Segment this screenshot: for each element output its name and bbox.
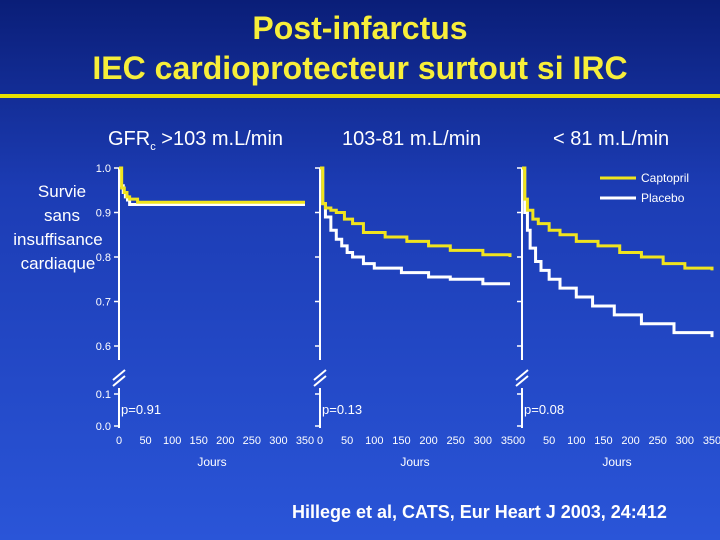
panel2-xtick-label-0: 0: [519, 435, 525, 447]
panel0-ytick-label-6: 0.0: [96, 421, 111, 433]
panel2-break-mark-1: [515, 375, 529, 387]
panel1-break-mark-1: [313, 375, 327, 387]
panel0-ytick-label-4: 0.6: [96, 341, 111, 353]
panel0-break-mark-1: [112, 375, 126, 387]
panel2-xtick-label-2: 100: [567, 435, 585, 447]
panel1-xtick-label-6: 300: [474, 435, 492, 447]
panel1-p-value: p=0.13: [322, 402, 362, 417]
panel1-xtick-label-4: 200: [419, 435, 437, 447]
panel2-xtick-label-6: 300: [676, 435, 694, 447]
ylabel-line-3: cardiaque: [21, 254, 96, 273]
panel0-xtick-label-7: 350: [296, 435, 314, 447]
panel1-header: GFRc >103 m.L/min: [108, 128, 283, 153]
panel0-xtick-label-0: 0: [116, 435, 122, 447]
panel0-curve-placebo: [119, 166, 305, 206]
panel1-curve-placebo: [320, 166, 510, 286]
panel0-ytick-label-2: 0.8: [96, 252, 111, 264]
panel1-header-prefix: GFR: [108, 128, 151, 150]
panel0-xtick-label-1: 50: [139, 435, 151, 447]
panel1-xtick-label-5: 250: [447, 435, 465, 447]
panel2-xtick-label-1: 50: [543, 435, 555, 447]
panel0-ytick-label-0: 1.0: [96, 163, 111, 175]
panel0-ytick-label-5: 0.1: [96, 389, 111, 401]
panel0-p-value: p=0.91: [121, 402, 161, 417]
panel1-header-sub: c: [150, 141, 156, 153]
panel1-xtick-label-3: 150: [392, 435, 410, 447]
panel0-ytick-label-1: 0.9: [96, 208, 111, 220]
legend-label-captopril: Captopril: [641, 171, 689, 185]
panel1-xlabel: Jours: [400, 455, 429, 469]
panel1-xtick-label-2: 100: [365, 435, 383, 447]
title-rule: [0, 94, 720, 98]
panel0-xtick-label-5: 250: [243, 435, 261, 447]
panel2-xtick-label-5: 250: [649, 435, 667, 447]
panel2-curve-placebo: [522, 166, 714, 338]
panel1-header-suffix: >103 m.L/min: [155, 128, 284, 150]
panel0-xtick-label-3: 150: [190, 435, 208, 447]
panel1-break-mark-2: [313, 369, 327, 381]
slide-title-line1: Post-infarctus: [252, 10, 468, 46]
panel1-curve-captopril: [320, 166, 512, 257]
panel2-xlabel: Jours: [602, 455, 631, 469]
citation: Hillege et al, CATS, Eur Heart J 2003, 2…: [292, 502, 667, 522]
ylabel-line-1: sans: [44, 206, 80, 225]
panel0-ytick-label-3: 0.7: [96, 297, 111, 309]
ylabel-line-0: Survie: [38, 182, 86, 201]
panel2-xtick-label-7: 350: [703, 435, 720, 447]
panel0-break-mark-2: [112, 369, 126, 381]
panel1-xtick-label-7: 350: [501, 435, 519, 447]
panel2-break-mark-2: [515, 369, 529, 381]
panel1-xtick-label-0: 0: [317, 435, 323, 447]
panel2-header: 103-81 m.L/min: [342, 128, 481, 150]
legend-label-placebo: Placebo: [641, 191, 685, 205]
panel0-xlabel: Jours: [197, 455, 226, 469]
panel2-xtick-label-3: 150: [594, 435, 612, 447]
panel1-xtick-label-1: 50: [341, 435, 353, 447]
ylabel-line-2: insuffisance: [13, 230, 102, 249]
panel2-p-value: p=0.08: [524, 402, 564, 417]
panel0-xtick-label-2: 100: [163, 435, 181, 447]
panel3-header: < 81 m.L/min: [553, 128, 670, 150]
panel0-xtick-label-4: 200: [216, 435, 234, 447]
panel2-xtick-label-4: 200: [621, 435, 639, 447]
panel0-curve-captopril: [119, 166, 305, 204]
slide-title-line2: IEC cardioprotecteur surtout si IRC: [92, 50, 628, 86]
panel2-curve-captopril: [522, 166, 714, 271]
panel0-xtick-label-6: 300: [269, 435, 287, 447]
